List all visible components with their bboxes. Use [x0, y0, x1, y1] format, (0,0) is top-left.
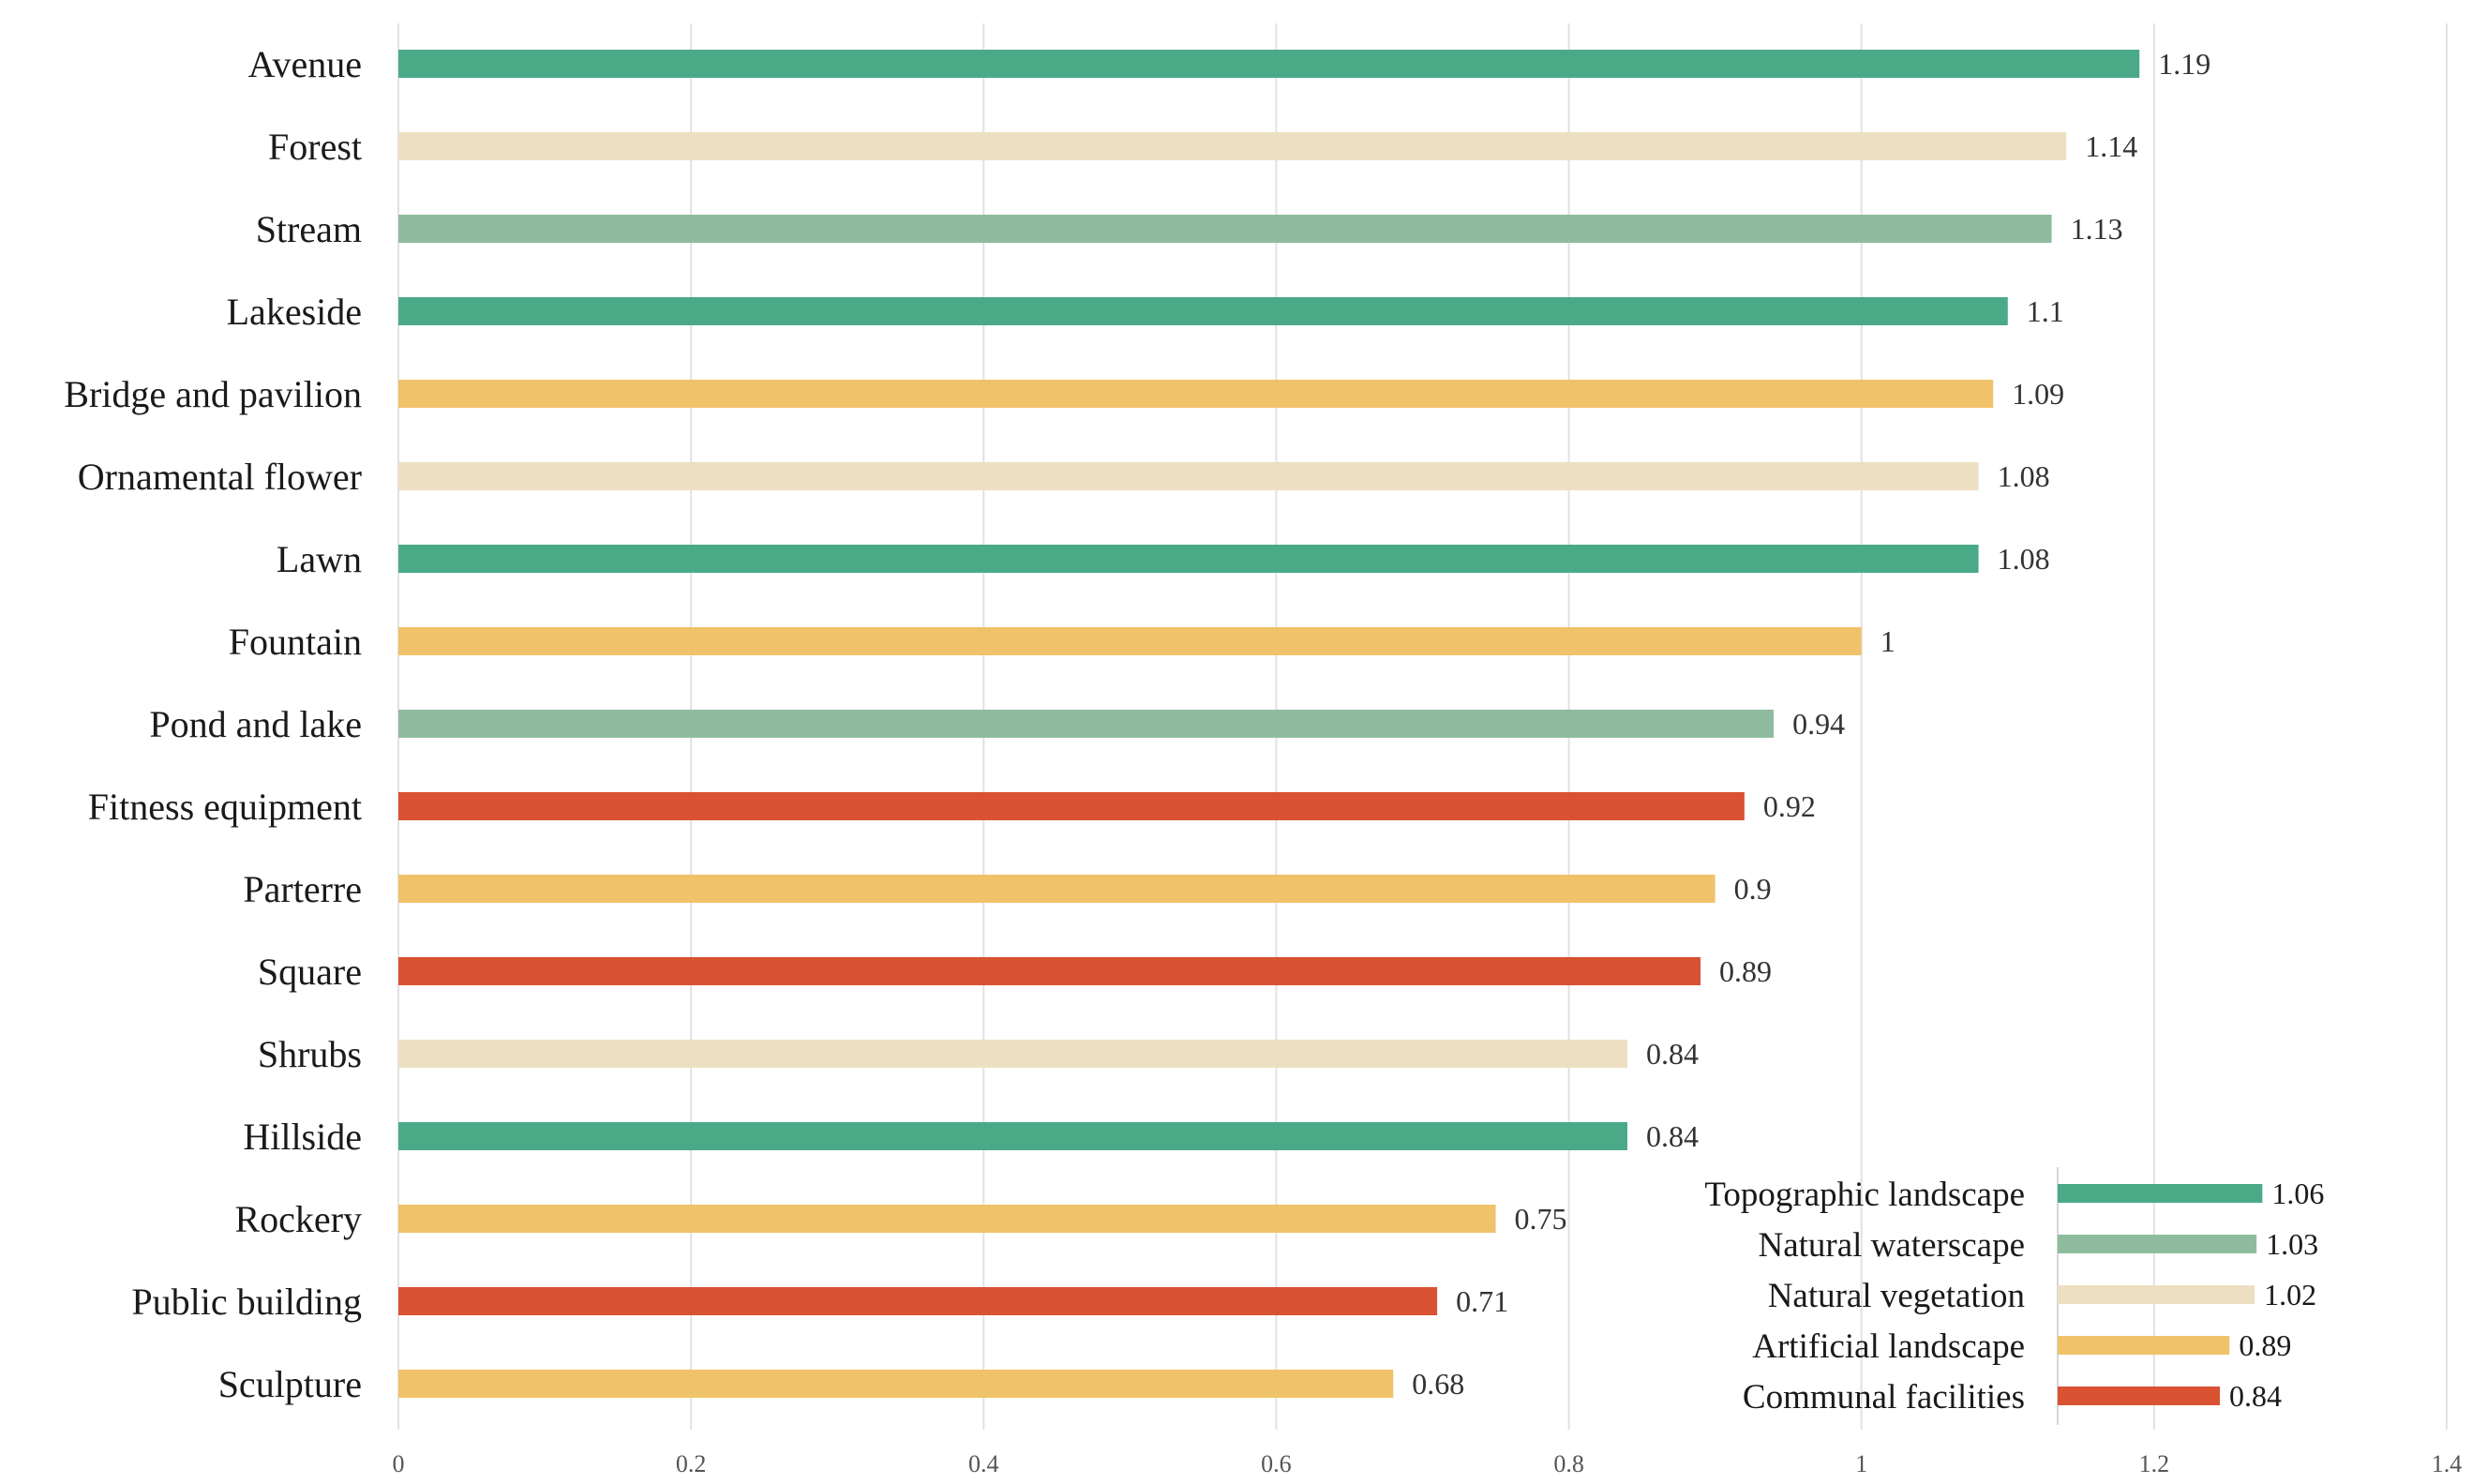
category-label: Parterre [243, 868, 362, 910]
x-tick-label: 1.4 [2432, 1450, 2463, 1477]
x-tick-label: 0.4 [968, 1450, 999, 1477]
legend-value: 0.84 [2229, 1379, 2282, 1413]
bar-square [398, 957, 1701, 985]
value-label: 1.19 [2158, 47, 2210, 81]
category-label: Forest [268, 126, 362, 168]
bar-ornamental-flower [398, 462, 1979, 490]
value-label: 1.14 [2085, 129, 2137, 163]
category-labels: Avenue Forest Stream Lakeside Bridge and pav… [64, 43, 362, 1405]
category-label: Stream [256, 208, 362, 250]
value-label: 0.71 [1456, 1284, 1508, 1318]
value-label: 0.75 [1515, 1202, 1567, 1236]
value-label: 0.84 [1646, 1037, 1699, 1071]
value-label: 1.1 [2027, 294, 2064, 328]
bar-fitness-equipment [398, 792, 1745, 820]
x-tick-label: 1 [1855, 1450, 1867, 1477]
category-label: Fitness equipment [88, 786, 362, 828]
value-label: 0.92 [1763, 789, 1816, 823]
bar-public-building [398, 1287, 1438, 1315]
x-tick-label: 0.8 [1553, 1450, 1584, 1477]
value-label: 1.08 [1998, 459, 2050, 493]
x-axis-ticks: 0 0.2 0.4 0.6 0.8 1 1.2 1.4 [393, 1450, 2463, 1477]
value-label: 0.89 [1719, 954, 1772, 988]
category-label: Fountain [229, 621, 362, 663]
x-tick-label: 0.6 [1261, 1450, 1292, 1477]
bar-lawn [398, 545, 1979, 573]
legend-label: Communal facilities [1743, 1378, 2025, 1417]
bar-fountain [398, 627, 1862, 655]
legend-bar-natural-waterscape [2058, 1235, 2257, 1253]
legend-bar-natural-vegetation [2058, 1285, 2255, 1304]
value-label: 0.9 [1734, 872, 1772, 906]
legend-label: Artificial landscape [1752, 1327, 2025, 1366]
bar-hillside [398, 1122, 1627, 1150]
legend: Topographic landscape 1.06 Natural watersc… [1704, 1167, 2324, 1425]
category-label: Bridge and pavilion [64, 373, 362, 415]
legend-value: 1.06 [2271, 1177, 2324, 1210]
legend-bar-artificial-landscape [2058, 1336, 2230, 1355]
bar-sculpture [398, 1370, 1394, 1398]
legend-value: 1.03 [2266, 1227, 2318, 1261]
value-label: 1.13 [2071, 212, 2123, 246]
legend-label: Natural vegetation [1768, 1277, 2025, 1315]
bar-forest [398, 132, 2067, 160]
bar-lakeside [398, 297, 2008, 325]
category-label: Shrubs [258, 1033, 362, 1075]
value-label: 0.84 [1646, 1119, 1699, 1153]
legend-bar-topographic-landscape [2058, 1184, 2263, 1203]
bar-shrubs [398, 1040, 1627, 1068]
x-tick-label: 1.2 [2139, 1450, 2170, 1477]
bar-pond-and-lake [398, 710, 1775, 738]
value-label: 1.09 [2012, 377, 2064, 411]
category-label: Avenue [248, 43, 362, 85]
legend-bar-communal-facilities [2058, 1387, 2221, 1405]
x-tick-label: 0 [393, 1450, 405, 1477]
bar-avenue [398, 50, 2140, 78]
bar-rockery [398, 1205, 1496, 1233]
category-label: Sculpture [218, 1363, 362, 1405]
x-tick-label: 0.2 [676, 1450, 707, 1477]
value-labels: 1.19 1.14 1.13 1.1 1.09 1.08 1.08 1 0.94 0.92 0.9 0… [1412, 47, 2210, 1401]
category-label: Rockery [234, 1198, 362, 1240]
value-label: 1 [1880, 624, 1895, 658]
category-label: Hillside [243, 1116, 362, 1158]
bar-bridge-and-pavilion [398, 380, 1994, 408]
category-label: Lakeside [227, 291, 362, 333]
bars [398, 50, 2140, 1398]
value-label: 0.94 [1792, 707, 1845, 741]
category-label: Lawn [277, 538, 362, 580]
category-label: Ornamental flower [78, 456, 362, 498]
value-label: 0.68 [1412, 1367, 1464, 1401]
legend-label: Natural waterscape [1758, 1226, 2025, 1265]
legend-value: 1.02 [2264, 1278, 2316, 1312]
value-label: 1.08 [1998, 542, 2050, 576]
bar-parterre [398, 875, 1715, 903]
category-label: Public building [131, 1281, 362, 1323]
legend-label: Topographic landscape [1704, 1176, 2025, 1214]
category-label: Square [258, 951, 362, 993]
bar-stream [398, 215, 2052, 243]
category-label: Pond and lake [149, 703, 362, 745]
legend-value: 0.89 [2239, 1328, 2291, 1362]
